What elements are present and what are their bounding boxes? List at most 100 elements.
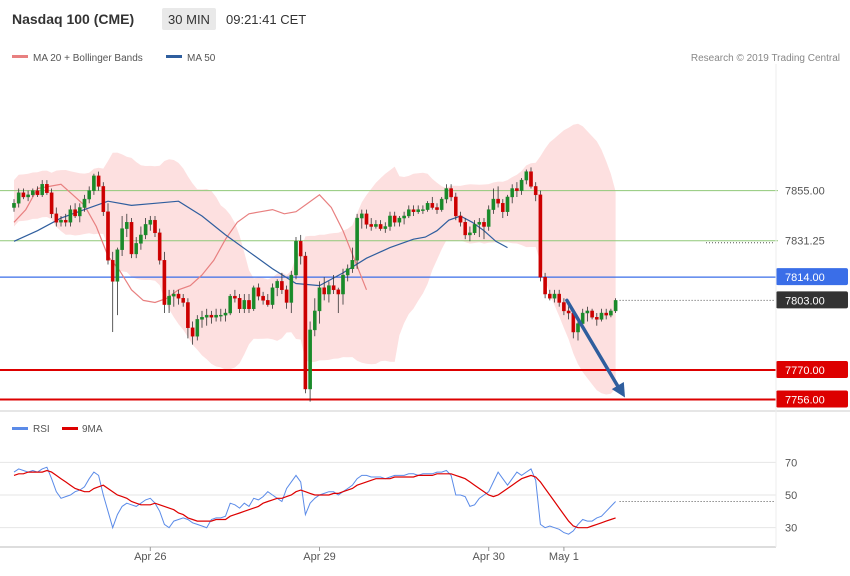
candle-body [496,198,500,204]
candle-body [106,211,110,261]
candle-body [303,255,308,390]
candle-body [402,215,406,219]
candle-body [519,179,524,191]
level-labels: 7855.00 7831.25 7814.00 7803.00 7770.00 7756.… [776,186,848,408]
interval-badge[interactable] [162,8,216,30]
candle-body [162,260,167,305]
candle-body [599,312,604,320]
rsi-line [13,466,616,535]
candle-body [468,232,472,236]
x-axis-label: Apr 30 [472,551,504,563]
candle-body [209,314,214,318]
candle-body [463,222,468,236]
candle-body [228,295,233,314]
candle-body [256,287,261,297]
candle-body [218,314,223,317]
candle-body [289,274,294,303]
x-axis-label: Apr 26 [134,551,166,563]
candle-body [609,310,613,316]
candle-body [26,194,30,198]
candle-body [364,213,369,225]
candle-body [129,222,134,255]
rsi-tick-label: 30 [785,523,797,535]
candle-body [143,224,148,236]
candle-body [200,317,204,320]
x-axis: Apr 26 Apr 29 Apr 30 May 1 [0,64,777,563]
candle-body [454,196,458,217]
ma50-legend-label: MA 50 [187,53,216,64]
candle-body [585,310,590,314]
candle-body [294,241,298,276]
candle-body [566,310,571,314]
candle-body [472,224,477,234]
rsi-ma-line [13,469,616,529]
candle-body [87,190,91,200]
rsi-panel: 70 50 30 [0,457,797,535]
candle-body [322,287,327,295]
candle-body [552,293,557,299]
forecast-arrow-shaft [565,298,623,394]
candle-body [16,192,21,204]
candle-body [186,302,190,329]
candle-body [115,249,120,282]
candle-body [148,219,153,225]
candle-body [435,207,439,210]
candle-body [378,224,383,229]
candle-body [21,192,26,198]
copyright-note: Research © 2019 Trading Central [691,53,840,64]
pivot-label: 7814.00 [785,272,825,284]
candle-body [458,215,463,223]
candle-body [31,190,35,196]
candle-body [336,289,341,295]
pivot-badge [776,268,848,286]
candle-body [538,194,543,278]
candle-body [308,329,312,390]
candle-body [275,281,280,288]
candle-body [425,203,430,210]
ma50-legend-swatch [166,55,182,58]
candle-body [139,234,143,244]
candle-body [374,224,378,227]
rsi-legend: RSI 9MA [12,424,103,435]
candle-body [284,289,289,303]
candle-body [562,302,566,312]
candle-body [157,232,162,261]
candle-body [63,219,68,223]
support-label: 7756.00 [785,395,825,407]
timestamp: 09:21:41 CET [226,12,306,27]
rsi-tick-label: 50 [785,490,797,502]
candle-body [270,287,275,305]
candlesticks [12,167,618,402]
candle-body [195,319,200,337]
candle-body [110,260,115,282]
candle-body [101,186,106,212]
candle-body [383,226,388,229]
candle-body [510,188,515,198]
candle-body [73,209,77,217]
candle-body [171,293,176,297]
candle-body [59,219,63,223]
candle-body [54,213,59,223]
candle-body [327,285,331,295]
price-levels [0,190,778,401]
candle-body [223,312,228,316]
candle-body [280,281,284,291]
candle-body [247,300,251,310]
candle-body [355,217,359,261]
support-label: 7770.00 [785,365,825,377]
candle-body [369,224,374,227]
candle-body [397,217,402,223]
candle-body [96,175,101,187]
candle-body [533,186,538,196]
support-badge [776,361,848,379]
candle-body [411,209,416,212]
candle-body [134,243,139,255]
candle-body [590,310,594,318]
candle-body [167,295,171,305]
interval-label[interactable]: 30 MIN [168,12,210,27]
candle-body [181,298,186,303]
candle-body [491,198,496,210]
candle-body [214,314,218,318]
candle-body [242,300,247,310]
